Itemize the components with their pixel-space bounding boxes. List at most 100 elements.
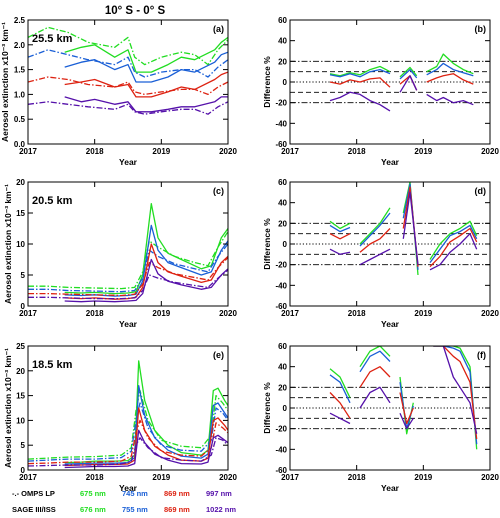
y-tick-label: 40	[278, 363, 287, 372]
y-tick-label: 0	[283, 78, 288, 87]
y-tick-label: 40	[278, 199, 287, 208]
chart-panel-6: 2017 2018 2019 2020 -60 -40 -20 0 20 40 60 Year Diff…	[262, 342, 499, 493]
x-tick-label: 2018	[348, 473, 366, 482]
series-line	[64, 385, 228, 465]
series-line	[28, 101, 228, 115]
x-tick-label: 2019	[152, 309, 170, 318]
series-line	[64, 224, 228, 297]
panel-label: (f)	[477, 350, 486, 360]
series-line	[329, 346, 478, 450]
y-tick-label: 20	[16, 178, 25, 187]
x-tick-label: 2020	[219, 147, 237, 156]
series-line	[28, 269, 228, 300]
y-tick-label: 2.0	[14, 41, 26, 50]
y-tick-label: 0	[283, 404, 288, 413]
y-axis-label: Difference %	[262, 218, 272, 270]
legend: -.- OMPS LP SAGE III/ISS 675 nm 745 nm 8…	[12, 489, 236, 514]
y-tick-label: -20	[275, 425, 287, 434]
figure-title: 10° S - 0° S	[105, 5, 166, 17]
plot-frame	[27, 19, 229, 145]
legend-omps-label: -.- OMPS LP	[12, 489, 55, 498]
series-line	[28, 76, 228, 96]
series-line	[64, 51, 228, 83]
series-line	[64, 203, 228, 295]
series-line	[329, 346, 478, 434]
series-line	[329, 186, 478, 268]
altitude-label: 18.5 km	[32, 359, 73, 371]
y-tick-label: 10	[16, 416, 25, 425]
y-tick-label: 25	[16, 342, 25, 351]
series-line	[64, 36, 228, 73]
x-axis-label: Year	[381, 157, 400, 167]
y-tick-label: -20	[275, 261, 287, 270]
y-tick-label: 2.5	[14, 16, 26, 25]
x-tick-label: 2017	[281, 473, 299, 482]
y-tick-label: 0	[21, 466, 26, 475]
x-tick-label: 2017	[281, 147, 299, 156]
series-line	[28, 402, 228, 462]
series-line	[64, 360, 228, 464]
series-line	[64, 429, 228, 469]
series-line	[329, 75, 474, 112]
y-axis-label: Aerosol extinction x10⁻³ km⁻¹	[3, 184, 13, 304]
chart-panel-2: 2017 2018 2019 2020 -60 -40 -20 0 20 40 60 Year Diff…	[262, 16, 499, 167]
y-tick-label: -60	[275, 140, 287, 149]
x-tick-label: 2017	[19, 473, 37, 482]
series-line	[64, 407, 228, 467]
legend-sage-label: SAGE III/ISS	[12, 505, 56, 514]
series-line	[28, 389, 228, 460]
y-tick-label: -40	[275, 119, 287, 128]
legend-sage-869: 869 nm	[164, 505, 190, 514]
x-tick-label: 2018	[86, 147, 104, 156]
panel-label: (b)	[475, 24, 487, 34]
series-line	[28, 49, 228, 78]
y-tick-label: 5	[21, 271, 26, 280]
x-tick-label: 2019	[152, 473, 170, 482]
legend-omps-675: 675 nm	[80, 489, 106, 498]
y-tick-label: 40	[278, 37, 287, 46]
legend-omps-997: 997 nm	[206, 489, 232, 498]
plot-frame	[27, 345, 229, 471]
y-tick-label: 20	[278, 57, 287, 66]
panel-label: (e)	[213, 350, 224, 360]
y-tick-label: 60	[278, 178, 287, 187]
y-tick-label: 0.5	[14, 115, 26, 124]
chart-panel-1: 2017 2018 2019 2020 0.0 0.5 1.0 1.5 2.0 2.5 Year Ae…	[0, 16, 237, 167]
x-tick-label: 2018	[86, 309, 104, 318]
y-tick-label: 15	[16, 209, 25, 218]
y-tick-label: 5	[21, 441, 26, 450]
legend-sage-1022: 1022 nm	[206, 505, 236, 514]
series-line	[329, 62, 474, 80]
x-axis-label: Year	[119, 319, 138, 329]
y-tick-label: -20	[275, 99, 287, 108]
y-axis-label: Difference %	[262, 56, 272, 108]
legend-sage-676: 676 nm	[80, 505, 106, 514]
x-tick-label: 2020	[481, 147, 499, 156]
y-tick-label: -60	[275, 466, 287, 475]
y-tick-label: 10	[16, 240, 25, 249]
x-tick-label: 2018	[86, 473, 104, 482]
x-tick-label: 2020	[219, 309, 237, 318]
x-tick-label: 2018	[348, 147, 366, 156]
chart-panel-4: 2017 2018 2019 2020 -60 -40 -20 0 20 40 60 Year Diff…	[262, 178, 499, 329]
panel-label: (a)	[213, 24, 224, 34]
x-tick-label: 2019	[414, 309, 432, 318]
y-tick-label: 0	[21, 302, 26, 311]
x-tick-label: 2020	[219, 473, 237, 482]
series-line	[329, 183, 478, 270]
y-tick-label: 60	[278, 16, 287, 25]
y-tick-label: -40	[275, 281, 287, 290]
x-axis-label: Year	[381, 319, 400, 329]
panel-label: (c)	[213, 186, 224, 196]
series-line	[329, 346, 478, 445]
x-tick-label: 2018	[348, 309, 366, 318]
panel-label: (d)	[475, 186, 487, 196]
x-axis-label: Year	[119, 157, 138, 167]
y-axis-label: Aerosol extinction x10⁻³ km⁻¹	[3, 348, 13, 468]
legend-sage-755: 755 nm	[122, 505, 148, 514]
series-line	[28, 231, 228, 290]
x-axis-label: Year	[381, 483, 400, 493]
x-tick-label: 2017	[281, 309, 299, 318]
series-line	[28, 437, 228, 467]
